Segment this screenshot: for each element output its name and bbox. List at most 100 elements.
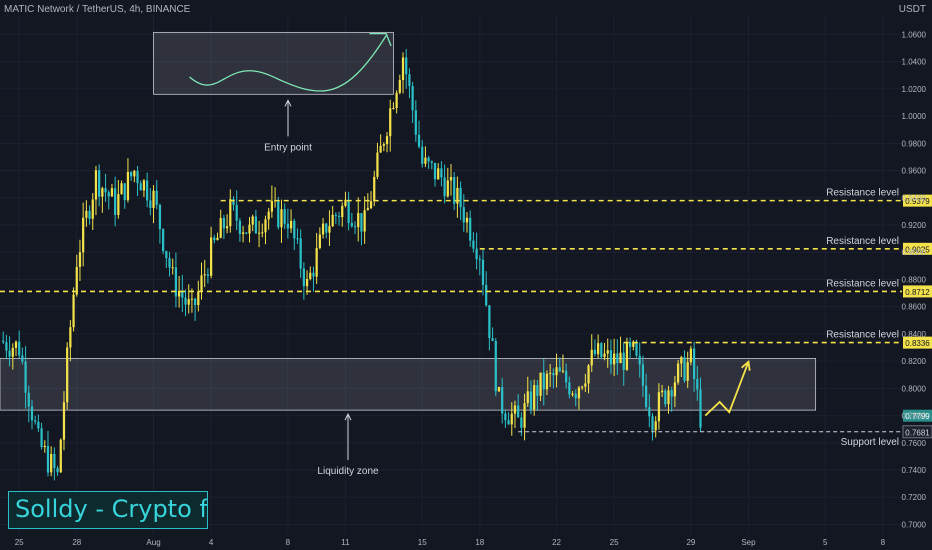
candle-body [401, 57, 405, 81]
time-tick-label: 25 [15, 538, 24, 547]
level-price-tag-text: 0.7681 [905, 428, 930, 437]
candle-body [309, 272, 312, 279]
candle-body [616, 353, 619, 364]
candle-body [526, 391, 529, 404]
candle-body [606, 350, 609, 354]
candle-body [469, 217, 472, 241]
resistance-label: Resistance level [826, 188, 899, 199]
candle-body [50, 453, 53, 473]
price-tick-label: 0.7800 [902, 412, 927, 421]
candle-body [629, 342, 632, 347]
candle-body [587, 365, 590, 384]
candle-body [699, 389, 702, 428]
entry-box [153, 31, 394, 95]
candle-body [632, 341, 635, 347]
candle-body [648, 407, 651, 417]
candle-body [18, 341, 21, 356]
support-label: Support level [841, 437, 899, 448]
candle-body [107, 192, 110, 197]
candle-body [104, 188, 107, 193]
candle-body [341, 205, 344, 218]
candle-body [136, 170, 139, 184]
candle-body [117, 194, 120, 215]
candle-body [641, 364, 645, 386]
candle-body [283, 209, 286, 224]
candle-body [2, 340, 5, 343]
candle-body [581, 386, 584, 388]
candle-body [321, 223, 325, 235]
candle-body [24, 361, 27, 393]
candle-body [235, 204, 238, 221]
candle-body [373, 176, 376, 202]
candle-body [337, 215, 341, 218]
entry-label: Entry point [264, 142, 312, 153]
candle-body [267, 211, 270, 220]
grid [0, 14, 902, 534]
candle-body [513, 405, 517, 414]
price-tick-label: 1.0200 [902, 85, 927, 94]
price-tick-label: 0.8600 [902, 303, 927, 312]
candle-body [264, 219, 267, 233]
candle-body [171, 267, 174, 269]
candle-body [597, 343, 600, 355]
candle-body [325, 223, 328, 233]
candle-body [443, 177, 446, 197]
price-tick-label: 1.0600 [902, 30, 927, 39]
candle-body [40, 428, 43, 448]
candle-body [357, 213, 360, 228]
candle-body [696, 378, 699, 390]
candle-body [411, 85, 414, 111]
candle-body [382, 144, 385, 146]
candle-body [555, 367, 558, 376]
price-tick-label: 0.7600 [902, 439, 927, 448]
candle-body [545, 373, 549, 390]
candle-body [584, 383, 587, 387]
candle-body [571, 393, 574, 395]
candle-body [187, 299, 190, 305]
entry-curve [189, 35, 387, 92]
price-tick-label: 0.9400 [902, 194, 927, 203]
level-price-tag-text: 0.9379 [905, 197, 930, 206]
candle-body [270, 200, 273, 212]
candle-body [280, 209, 283, 228]
candle-body [120, 183, 123, 195]
level-price-tag [902, 425, 932, 439]
candle-body [622, 352, 625, 370]
candle-body [625, 342, 629, 370]
candle-body [561, 370, 565, 372]
time-tick-label: 15 [418, 538, 427, 547]
candle-body [213, 237, 216, 241]
currency-label: USDT [898, 4, 926, 15]
candle-body [421, 146, 424, 164]
candle-body [408, 74, 411, 86]
candle-body [27, 392, 30, 407]
candle-body [286, 223, 289, 229]
candle-body [619, 352, 622, 364]
candle-body [181, 290, 184, 298]
candle-body [222, 218, 226, 229]
candle-body [549, 373, 552, 375]
candle-body [510, 413, 513, 425]
liquidity-zone-arrowhead [344, 413, 352, 421]
price-axis[interactable]: 1.0600 1.0400 1.0200 1.0000 0.9800 0.9600 0.94… [902, 30, 927, 529]
entry-pointer-arrowhead [284, 99, 292, 107]
candle-body [229, 199, 232, 227]
candle-body [82, 217, 85, 253]
candle-body [142, 180, 146, 191]
candle-body [517, 405, 520, 418]
time-tick-label: 8 [881, 538, 886, 547]
candle-body [34, 420, 37, 422]
price-tick-label: 1.0400 [902, 58, 927, 67]
candle-body [414, 110, 417, 135]
entry-annotation: Entry point [153, 31, 394, 153]
candle-body [30, 406, 34, 421]
candle-body [133, 170, 136, 177]
candle-body [673, 382, 677, 397]
candle-body [504, 413, 507, 421]
current-price-tag [903, 409, 932, 422]
candle-body [568, 382, 571, 395]
candle-body [353, 226, 357, 228]
candle-body [11, 347, 14, 357]
time-axis[interactable]: 25 28 Aug 4 8 11 15 18 22 25 29 Sep 5 8 [15, 538, 886, 547]
